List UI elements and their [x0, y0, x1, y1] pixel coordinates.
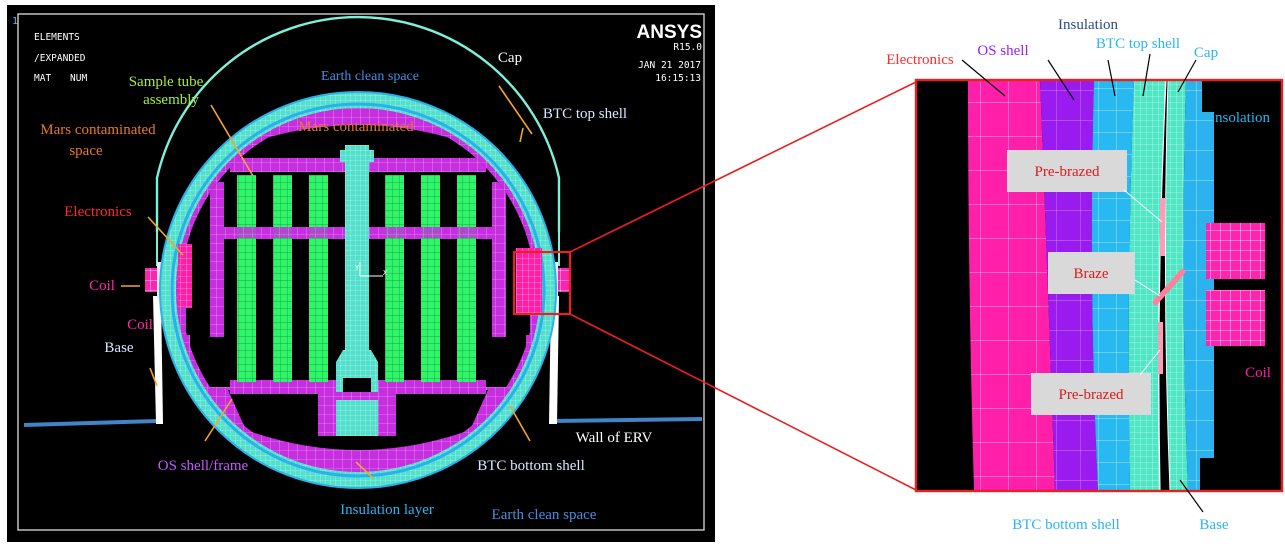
label-electronics: Electronics — [64, 204, 132, 220]
label-btc-top-shell: BTC top shell — [543, 106, 627, 122]
window-id: 1 — [12, 16, 18, 27]
label-earth-clean-top: Earth clean space — [321, 69, 419, 84]
label-cap: Cap — [498, 50, 522, 66]
cap-shell — [155, 15, 561, 232]
sample-tube — [457, 175, 476, 382]
callout-pre-brazed-bottom — [1031, 373, 1151, 415]
ansys-time: 16:15:13 — [655, 73, 701, 84]
ansys-date: JAN 21 2017 — [638, 60, 701, 71]
origin-x-label: X — [383, 269, 388, 277]
right-label-electronics: Electronics — [886, 52, 954, 68]
ansys-panel: 1 ELEMENTS /EXPANDED MAT NUM ANSYS R15.0… — [7, 5, 715, 542]
electronics-left — [178, 244, 192, 308]
column-foot-inner — [336, 400, 378, 436]
label-mars-cont-2: space — [69, 143, 103, 159]
label-coil-2: Coil — [127, 317, 153, 333]
erv-wall-right — [552, 417, 703, 423]
sample-tube — [421, 175, 440, 382]
label-os-shell-frame: OS shell/frame — [158, 458, 249, 474]
ansys-logo: ANSYS — [637, 22, 702, 43]
sample-tube — [385, 175, 404, 382]
zoom-leader-lines — [1123, 189, 1163, 376]
column-cap — [340, 150, 374, 162]
label-mars-cont-1: Mars contaminated — [40, 122, 156, 138]
zoom-braze — [1152, 268, 1186, 306]
origin-y-label: Y — [355, 264, 360, 272]
label-sample-tube-1: Sample tube — [129, 74, 204, 90]
label-earth-clean-bottom: Earth clean space — [492, 507, 597, 523]
zoom-panel: Pre-brazed Braze Pre-brazed Insolation C… — [914, 53, 1284, 513]
sample-tube — [273, 175, 292, 382]
label-base: Base — [104, 340, 134, 356]
label-mars-cont-inner: Mars contaminated — [298, 119, 414, 135]
zoom-connector-bottom — [569, 313, 917, 491]
callout-braze-text: Braze — [1074, 266, 1109, 282]
label-insulation-layer: Insulation layer — [340, 502, 434, 518]
column-upper — [345, 145, 369, 350]
num-header: NUM — [70, 73, 87, 84]
zoom-electronics — [968, 80, 1055, 491]
label-sample-tube-2: assembly — [143, 92, 199, 108]
right-label-base: Base — [1199, 517, 1229, 533]
right-label-btc-top-shell: BTC top shell — [1096, 36, 1180, 52]
expanded-header: /EXPANDED — [34, 53, 86, 64]
right-label-os-shell: OS shell — [977, 43, 1028, 59]
zoom-pre-brazed-top — [1160, 198, 1165, 256]
leader-lines — [121, 85, 533, 479]
zoom-label-coil: Coil — [1245, 365, 1271, 381]
callout-braze — [1048, 252, 1135, 294]
column-neck — [336, 350, 378, 362]
zoom-coil-lower — [1206, 290, 1265, 346]
elements-header: ELEMENTS — [34, 32, 80, 43]
sample-tube — [309, 175, 328, 382]
btc-outer-edge — [159, 91, 557, 489]
zoom-top-leaders — [961, 53, 1204, 513]
mat-header: MAT — [34, 73, 51, 84]
right-label-btc-bottom-shell: BTC bottom shell — [1012, 517, 1120, 533]
electronics-right — [516, 248, 542, 314]
erv-wall-left — [23, 419, 159, 427]
zoom-label-insolation: Insolation — [1210, 110, 1270, 126]
right-label-insulation: Insulation — [1058, 17, 1118, 33]
zoom-coil-upper — [1206, 223, 1265, 279]
zoom-highlight-box — [512, 250, 572, 316]
coil-left — [145, 268, 159, 292]
zoom-insolation — [1183, 80, 1214, 491]
btc-inner-edge — [170, 102, 546, 478]
callout-pre-brazed-top — [1007, 150, 1127, 192]
callout-pre-brazed-top-text: Pre-brazed — [1035, 164, 1100, 180]
coil-right — [556, 268, 570, 292]
sample-tube — [237, 175, 256, 382]
label-coil-1: Coil — [89, 278, 115, 294]
label-wall-erv: Wall of ERV — [576, 430, 653, 446]
zoom-pre-brazed-bottom — [1158, 322, 1163, 374]
callout-pre-brazed-bottom-text: Pre-brazed — [1059, 387, 1124, 403]
base-left — [153, 296, 163, 424]
ansys-version: R15.0 — [673, 42, 702, 53]
zoom-connector-top — [569, 81, 917, 253]
origin-triad: X Y — [355, 262, 388, 277]
zoom-cap-base-strip — [1165, 80, 1188, 491]
label-btc-bottom-shell: BTC bottom shell — [477, 458, 585, 474]
central-column — [318, 145, 396, 436]
right-label-cap: Cap — [1194, 45, 1218, 61]
zoom-panel-frame — [914, 78, 1284, 493]
